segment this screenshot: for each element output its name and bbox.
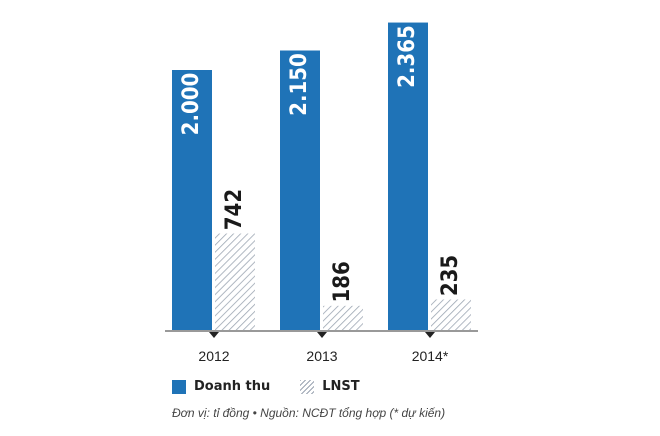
axis-marker-2	[425, 332, 435, 338]
data-label-profit-0: 742	[222, 189, 247, 230]
data-label-revenue-1: 2.150	[287, 53, 312, 116]
legend-label-revenue: Doanh thu	[194, 379, 271, 394]
bar-revenue-1	[280, 50, 320, 330]
bar-profit-2	[431, 299, 471, 330]
data-label-revenue-0: 2.000	[179, 73, 204, 136]
data-label-profit-2: 235	[438, 255, 463, 296]
axis-marker-1	[317, 332, 327, 338]
data-label-profit-1: 186	[330, 261, 355, 302]
x-tick-label-2: 2014*	[412, 348, 449, 364]
x-tick-label-1: 2013	[306, 348, 337, 364]
chart-legend: Doanh thu LNST	[172, 379, 360, 394]
data-label-revenue-2: 2.365	[395, 25, 420, 88]
chart-footnote: Đơn vị: tỉ đồng • Nguồn: NCĐT tổng hợp (…	[172, 406, 446, 420]
axis-marker-0	[209, 332, 219, 338]
legend-swatch-profit	[300, 379, 315, 394]
bar-profit-0	[215, 233, 255, 330]
x-tick-label-0: 2012	[198, 348, 229, 364]
bar-profit-1	[323, 305, 363, 330]
bar-revenue-0	[172, 70, 212, 330]
legend-swatch-revenue	[172, 379, 186, 394]
bar-revenue-2	[388, 22, 428, 331]
legend-label-profit: LNST	[322, 379, 360, 394]
